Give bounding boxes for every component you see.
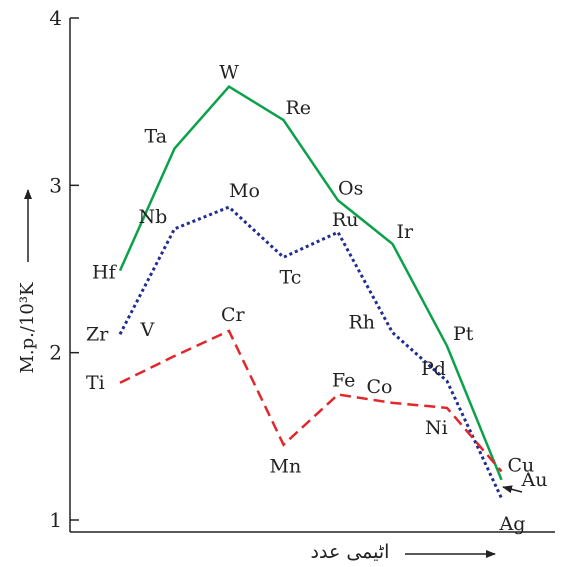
point-label-ru: Ru (332, 209, 359, 231)
y-tick-label: 3 (49, 173, 62, 197)
point-label-rh: Rh (349, 312, 376, 334)
point-label-fe: Fe (332, 370, 355, 392)
point-label-co: Co (367, 376, 393, 398)
point-label-zr: Zr (86, 323, 109, 345)
point-label-cu: Cu (508, 454, 535, 476)
point-label-re: Re (286, 97, 312, 119)
point-label-pt: Pt (453, 323, 474, 345)
point-label-pd: Pd (421, 358, 446, 380)
point-label-mn: Mn (270, 456, 302, 478)
au-pointer-arrow (502, 485, 523, 494)
y-axis-title: M.p./10³K (17, 282, 38, 374)
point-label-cr: Cr (221, 304, 246, 326)
x-axis-title: اٹیمی عدد (311, 541, 390, 563)
point-label-tc: Tc (280, 266, 302, 288)
point-label-mo: Mo (229, 180, 260, 202)
y-tick-label: 1 (49, 508, 62, 532)
y-ticks: 1 2 3 4 (49, 6, 79, 532)
y-tick-label: 2 (49, 341, 62, 365)
series-layer (118, 84, 503, 499)
point-label-ir: Ir (397, 221, 415, 243)
point-label-os: Os (338, 177, 363, 199)
point-label-ta: Ta (145, 126, 168, 148)
point-label-ti: Ti (86, 372, 105, 394)
point-label-hf: Hf (92, 262, 118, 284)
x-axis-title-group: اٹیمی عدد (311, 541, 496, 563)
point-label-nb: Nb (139, 206, 168, 228)
point-label-v: V (140, 319, 155, 341)
point-label-ni: Ni (425, 417, 448, 439)
y-axis-title-group: M.p./10³K (17, 189, 38, 374)
point-label-ag: Ag (499, 513, 526, 535)
series-line-2 (119, 329, 503, 473)
point-labels: Hf Ta W Re Os Ir Pt Au Zr Nb Mo Tc Ru Rh Pd Ag Ti V Cr Mn Fe… (86, 62, 547, 536)
y-tick-label: 4 (49, 6, 62, 30)
point-label-au: Au (521, 469, 548, 491)
series-line-0 (118, 84, 503, 481)
point-label-w: W (219, 62, 239, 84)
series-line-1 (118, 205, 503, 499)
